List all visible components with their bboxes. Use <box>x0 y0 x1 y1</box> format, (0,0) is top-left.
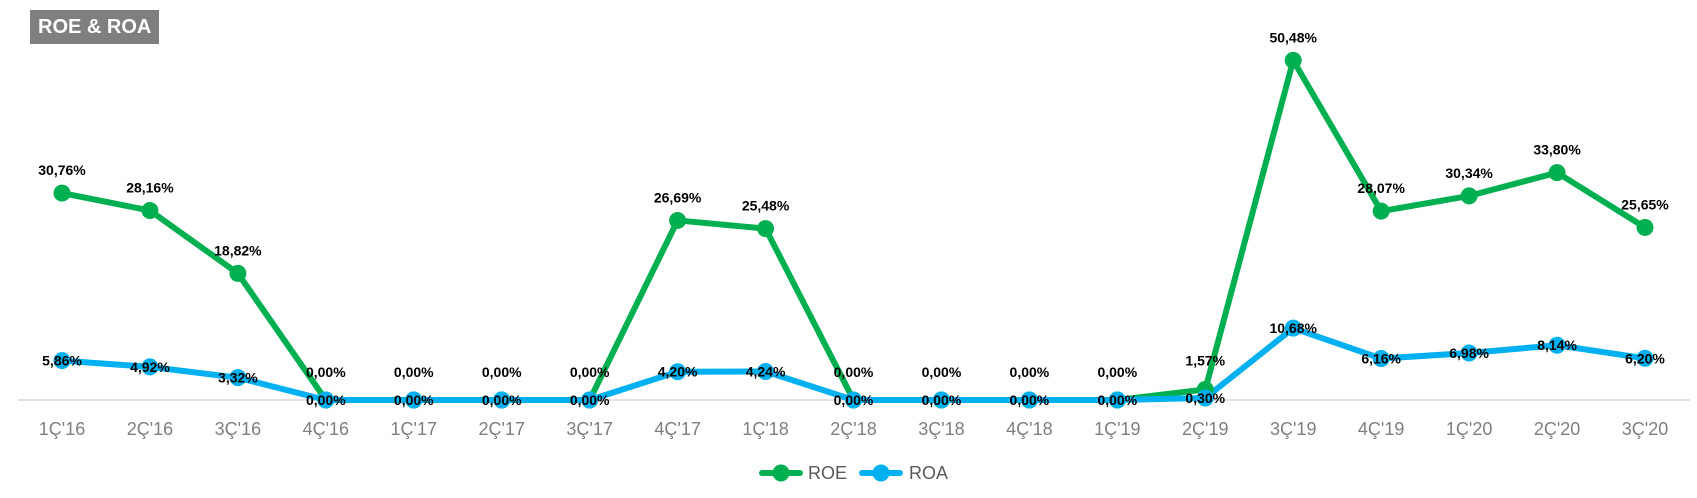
data-label-roa: 0,30% <box>1185 390 1225 406</box>
x-tick-label: 1Ç'18 <box>742 419 788 439</box>
data-point-roe <box>1372 202 1390 220</box>
x-tick-label: 1Ç'20 <box>1446 419 1492 439</box>
data-point-roa <box>141 358 159 376</box>
data-point-roe <box>1284 51 1302 69</box>
data-point-roa <box>1548 336 1566 354</box>
x-tick-labels: 1Ç'16 2Ç'16 3Ç'16 4Ç'16 1Ç'17 2Ç'17 3Ç'17 4Ç'17… <box>39 419 1668 439</box>
data-label-roe: 25,65% <box>1621 196 1669 212</box>
data-label-roe: 18,82% <box>214 242 262 258</box>
x-tick-label: 3Ç'17 <box>566 419 612 439</box>
data-point-roa <box>581 391 599 409</box>
data-label-roa: 0,00% <box>1010 392 1050 408</box>
data-label-roa: 0,00% <box>306 392 346 408</box>
legend-marker-roe <box>772 464 790 482</box>
data-point-roe <box>1636 218 1654 236</box>
legend-label-roe: ROE <box>808 463 847 483</box>
data-label-roe: 25,48% <box>742 198 790 214</box>
data-label-roe: 30,34% <box>1445 165 1493 181</box>
data-point-roa <box>53 352 71 370</box>
x-tick-label: 2Ç'19 <box>1182 419 1228 439</box>
data-label-roa: 4,20% <box>658 364 698 380</box>
data-point-roa <box>1284 319 1302 337</box>
data-point-roa <box>229 369 247 387</box>
x-tick-label: 2Ç'18 <box>830 419 876 439</box>
data-point-roa <box>405 391 423 409</box>
data-label-roe: 0,00% <box>1097 364 1137 380</box>
data-label-roe: 0,00% <box>922 364 962 380</box>
data-label-roe: 0,00% <box>834 364 874 380</box>
data-point-roa <box>317 391 335 409</box>
data-label-roa: 0,00% <box>922 392 962 408</box>
legend-label-roa: ROA <box>909 463 948 483</box>
data-labels: 30,76% 28,16% 18,82% 0,00% 0,00% 0,00% 0,00% 26… <box>38 29 1669 408</box>
series-points <box>53 51 1654 409</box>
x-tick-label: 3Ç'18 <box>918 419 964 439</box>
data-point-roa <box>1460 344 1478 362</box>
data-point-roa <box>1372 350 1390 368</box>
data-point-roe <box>53 184 71 202</box>
data-label-roe: 0,00% <box>306 364 346 380</box>
x-tick-label: 4Ç'17 <box>654 419 700 439</box>
data-label-roa: 4,24% <box>746 363 786 379</box>
data-label-roa: 0,00% <box>394 392 434 408</box>
data-label-roa: 4,92% <box>130 359 170 375</box>
data-point-roa <box>493 391 511 409</box>
data-point-roa <box>1020 391 1038 409</box>
x-tick-label: 1Ç'16 <box>39 419 85 439</box>
x-tick-label: 3Ç'19 <box>1270 419 1316 439</box>
data-label-roa: 0,00% <box>834 392 874 408</box>
x-tick-label: 1Ç'17 <box>391 419 437 439</box>
series-lines <box>59 57 1648 403</box>
data-label-roa: 6,20% <box>1625 350 1665 366</box>
data-point-roa <box>757 362 775 380</box>
data-label-roe: 30,76% <box>38 162 86 178</box>
data-label-roe: 33,80% <box>1533 142 1581 158</box>
data-label-roa: 6,98% <box>1449 345 1489 361</box>
data-label-roa: 0,00% <box>482 392 522 408</box>
data-label-roe: 26,69% <box>654 189 702 205</box>
data-label-roa: 8,14% <box>1537 337 1577 353</box>
x-tick-label: 3Ç'20 <box>1622 419 1668 439</box>
data-point-roa <box>1636 349 1654 367</box>
data-point-roe <box>757 220 775 238</box>
data-label-roe: 50,48% <box>1269 29 1317 45</box>
data-label-roa: 5,86% <box>42 353 82 369</box>
series-line-roe <box>59 57 1648 403</box>
data-point-roa <box>1108 391 1126 409</box>
data-point-roa <box>1196 389 1214 407</box>
data-label-roa: 0,00% <box>570 392 610 408</box>
data-label-roa: 0,00% <box>1097 392 1137 408</box>
data-point-roe <box>1548 164 1566 182</box>
x-tick-label: 3Ç'16 <box>215 419 261 439</box>
x-tick-label: 1Ç'19 <box>1094 419 1140 439</box>
legend-marker-roa <box>872 464 890 482</box>
chart-title: ROE & ROA <box>30 10 160 44</box>
data-label-roe: 0,00% <box>394 364 434 380</box>
data-point-roe <box>229 264 247 282</box>
data-label-roe: 1,57% <box>1185 352 1225 368</box>
x-tick-label: 2Ç'16 <box>127 419 173 439</box>
data-point-roe <box>669 211 687 229</box>
data-point-roe <box>1460 187 1478 205</box>
data-label-roa: 3,32% <box>218 370 258 386</box>
data-label-roa: 6,16% <box>1361 351 1401 367</box>
data-point-roa <box>932 391 950 409</box>
x-tick-label: 2Ç'17 <box>478 419 524 439</box>
data-point-roe <box>141 202 159 220</box>
x-tick-label: 2Ç'20 <box>1534 419 1580 439</box>
data-label-roe: 28,07% <box>1357 180 1405 196</box>
legend: ROE ROA <box>759 463 948 483</box>
x-tick-label: 4Ç'18 <box>1006 419 1052 439</box>
data-label-roa: 10,68% <box>1269 320 1317 336</box>
data-label-roe: 0,00% <box>1010 364 1050 380</box>
data-label-roe: 0,00% <box>570 364 610 380</box>
data-point-roa <box>845 391 862 409</box>
data-label-roe: 0,00% <box>482 364 522 380</box>
data-point-roa <box>669 363 687 381</box>
x-tick-label: 4Ç'16 <box>303 419 349 439</box>
data-label-roe: 28,16% <box>126 180 174 196</box>
x-tick-label: 4Ç'19 <box>1358 419 1404 439</box>
